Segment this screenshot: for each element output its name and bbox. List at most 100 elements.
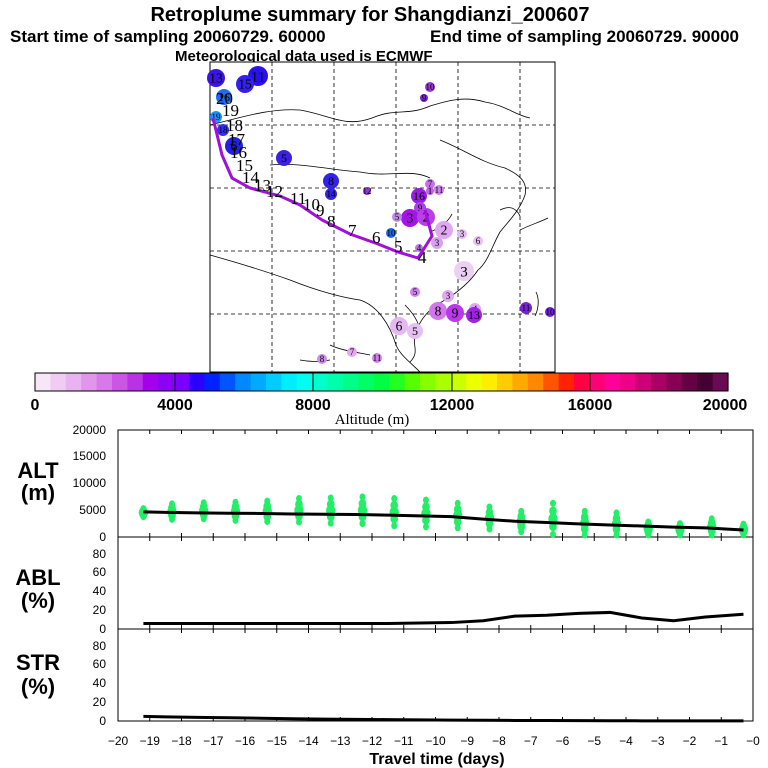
colorbar-swatch	[558, 373, 575, 391]
x-tick-label: −4	[619, 734, 633, 748]
cluster-bubble	[407, 323, 423, 339]
alt-ytick: 10000	[73, 476, 107, 490]
cluster-label: 5	[412, 324, 418, 338]
colorbar-swatch	[527, 373, 544, 391]
cluster-label: 3	[460, 229, 465, 239]
colorbar-swatch	[574, 373, 590, 391]
colorbar-swatch	[219, 373, 236, 391]
cluster-bubble	[217, 124, 229, 136]
trajectory-clusters: 1311151619181096581412167911322536345348…	[207, 66, 555, 364]
colorbar-swatch	[697, 373, 714, 391]
cluster-bubble	[401, 209, 419, 227]
cluster-label: 8	[435, 304, 442, 319]
cluster-bubble	[390, 317, 408, 335]
cluster-bubble	[457, 229, 467, 239]
x-tick-label: −15	[267, 734, 288, 748]
str-ytick: 60	[93, 657, 107, 671]
alt-cluster-point	[423, 496, 429, 504]
trajectory-day-label: 6	[372, 228, 381, 247]
abl-ticks	[117, 537, 754, 629]
colorbar-swatch	[266, 373, 282, 391]
end-time-label: End time of sampling 20060729. 90000	[430, 27, 739, 46]
str-ticks	[117, 629, 754, 721]
cluster-label: 5	[413, 287, 418, 297]
cluster-label: 6	[396, 319, 403, 334]
cluster-label: 8	[320, 354, 325, 364]
cluster-label: 10	[546, 307, 556, 317]
abl-series-line	[143, 610, 744, 625]
trajectory-day-label: 11	[290, 189, 306, 208]
cb-tick-12000: 12000	[430, 397, 475, 414]
alt-cluster-point	[391, 494, 398, 502]
cluster-bubble	[420, 94, 428, 102]
colorbar-swatch	[81, 373, 98, 391]
alt-ytick: 20000	[73, 423, 107, 437]
colorbar-swatch	[681, 373, 698, 391]
x-tick-label: −18	[171, 734, 192, 748]
colorbar-swatch	[635, 373, 652, 391]
alt-cluster-point	[708, 531, 715, 539]
x-tick-label: −19	[140, 734, 161, 748]
colorbar-swatch	[512, 373, 529, 391]
trajectory-day-label: 17	[228, 130, 246, 149]
colorbar-swatch	[112, 373, 128, 391]
colorbar-swatch	[543, 373, 560, 391]
cluster-label: 4	[417, 243, 422, 253]
abl-label: ABL	[15, 565, 60, 590]
cluster-label: 19	[212, 112, 222, 122]
cluster-label: 11	[373, 353, 382, 363]
cluster-bubble	[545, 307, 555, 317]
mean-trajectory-line	[211, 117, 434, 260]
str-ytick: 80	[93, 639, 107, 653]
colorbar-swatch	[173, 373, 190, 391]
colorbar-swatch	[50, 373, 67, 391]
figure-title: Retroplume summary for Shangdianzi_20060…	[150, 4, 589, 26]
x-tick-label: −16	[235, 734, 256, 748]
colorbar-swatch	[666, 373, 683, 391]
abl-ytick: 80	[93, 547, 107, 561]
colorbar-swatch	[142, 373, 159, 391]
abl-ytick: 20	[93, 603, 107, 617]
cluster-bubble	[520, 302, 532, 314]
x-tick-label: −0	[746, 734, 760, 748]
alt-cluster-point	[517, 522, 526, 532]
x-tick-label: −7	[524, 734, 538, 748]
x-tick-label: −17	[203, 734, 224, 748]
alt-cluster-point	[359, 493, 366, 501]
cluster-bubble	[442, 290, 454, 302]
cluster-label: 11	[522, 303, 531, 313]
colorbar-swatch	[327, 373, 344, 391]
cluster-label: 18	[219, 125, 229, 135]
colorbar-swatch	[651, 373, 667, 391]
cb-tick-4000: 4000	[157, 397, 193, 414]
cb-tick-0: 0	[31, 397, 40, 414]
alt-cluster-point	[232, 516, 239, 524]
map-frame	[209, 61, 556, 373]
colorbar-swatch	[481, 373, 498, 391]
cluster-bubble	[435, 221, 453, 239]
trajectory-day-label: 4	[418, 248, 427, 267]
cb-tick-8000: 8000	[295, 397, 331, 414]
cluster-bubble	[323, 173, 339, 189]
alt-cluster-point	[645, 531, 652, 539]
cluster-label: 9	[452, 306, 459, 321]
alt-cluster-point	[581, 531, 588, 539]
cluster-label: 16	[218, 90, 230, 104]
cluster-label: 5	[281, 151, 287, 165]
cluster-label: 1	[428, 186, 433, 196]
abl-unit: (%)	[21, 588, 55, 613]
cluster-label: 9	[418, 203, 423, 213]
str-ytick: 0	[99, 714, 106, 728]
cluster-label: 5	[395, 212, 400, 222]
abl-yticks: 80 60 40 20 0	[93, 547, 107, 636]
alt-cluster-point	[357, 504, 368, 516]
chart-layer: −20 −19 −18 −17 −16 −15 −14 −13 −12 −11 −10 −9 −8 −7 −…	[108, 430, 760, 748]
cluster-bubble	[276, 150, 292, 166]
alt-ytick: 0	[99, 530, 106, 544]
cluster-label: 10	[426, 82, 436, 92]
colorbar-swatch	[420, 373, 436, 391]
abl-ytick: 40	[93, 584, 107, 598]
alt-cluster-point	[200, 515, 207, 523]
cluster-bubble	[325, 188, 337, 200]
